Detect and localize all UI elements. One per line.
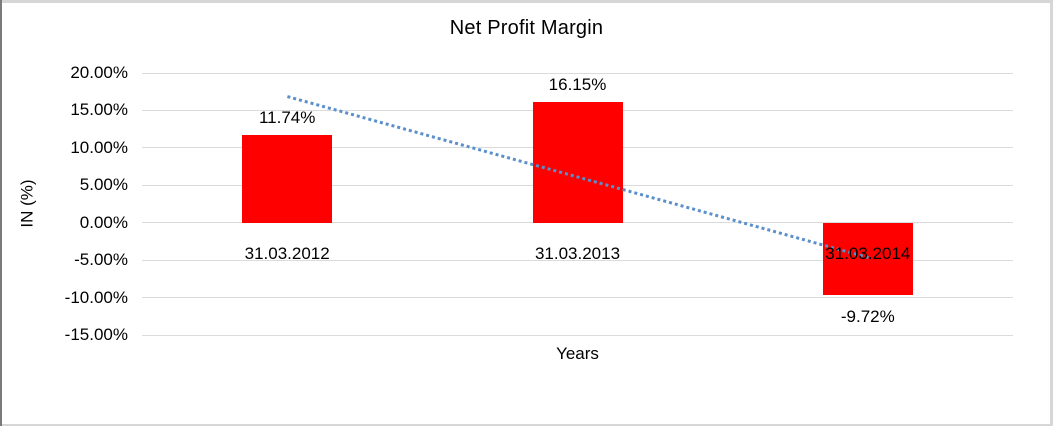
y-tick-label: -10.00% [64,287,128,307]
gridline [142,334,1013,336]
bar-31.03.2013 [532,101,623,223]
bar-31.03.2014 [822,222,913,296]
x-tick-label: 31.03.2012 [244,244,330,263]
y-tick-label: 5.00% [79,175,128,195]
x-tick-label: 31.03.2014 [825,244,911,263]
bar-value-label: 16.15% [548,74,607,94]
x-tick-label: 31.03.2013 [534,244,621,263]
bar-value-label: 11.74% [258,107,316,127]
gridline [142,222,1013,224]
y-tick-label: 10.00% [70,137,128,157]
y-tick-label: 20.00% [70,63,128,82]
gridline [142,297,1013,299]
gridline [142,72,1013,74]
y-tick-label: -5.00% [74,250,128,270]
gridline [142,259,1013,261]
bar-value-label: -9.72% [840,307,895,327]
chart-title: Net Profit Margin [449,17,604,39]
x-axis-title: Years [556,344,599,363]
bar-31.03.2012 [242,134,333,223]
y-tick-label: 15.00% [70,100,128,120]
y-tick-label: 0.00% [79,212,128,232]
y-tick-label: -15.00% [64,325,128,344]
